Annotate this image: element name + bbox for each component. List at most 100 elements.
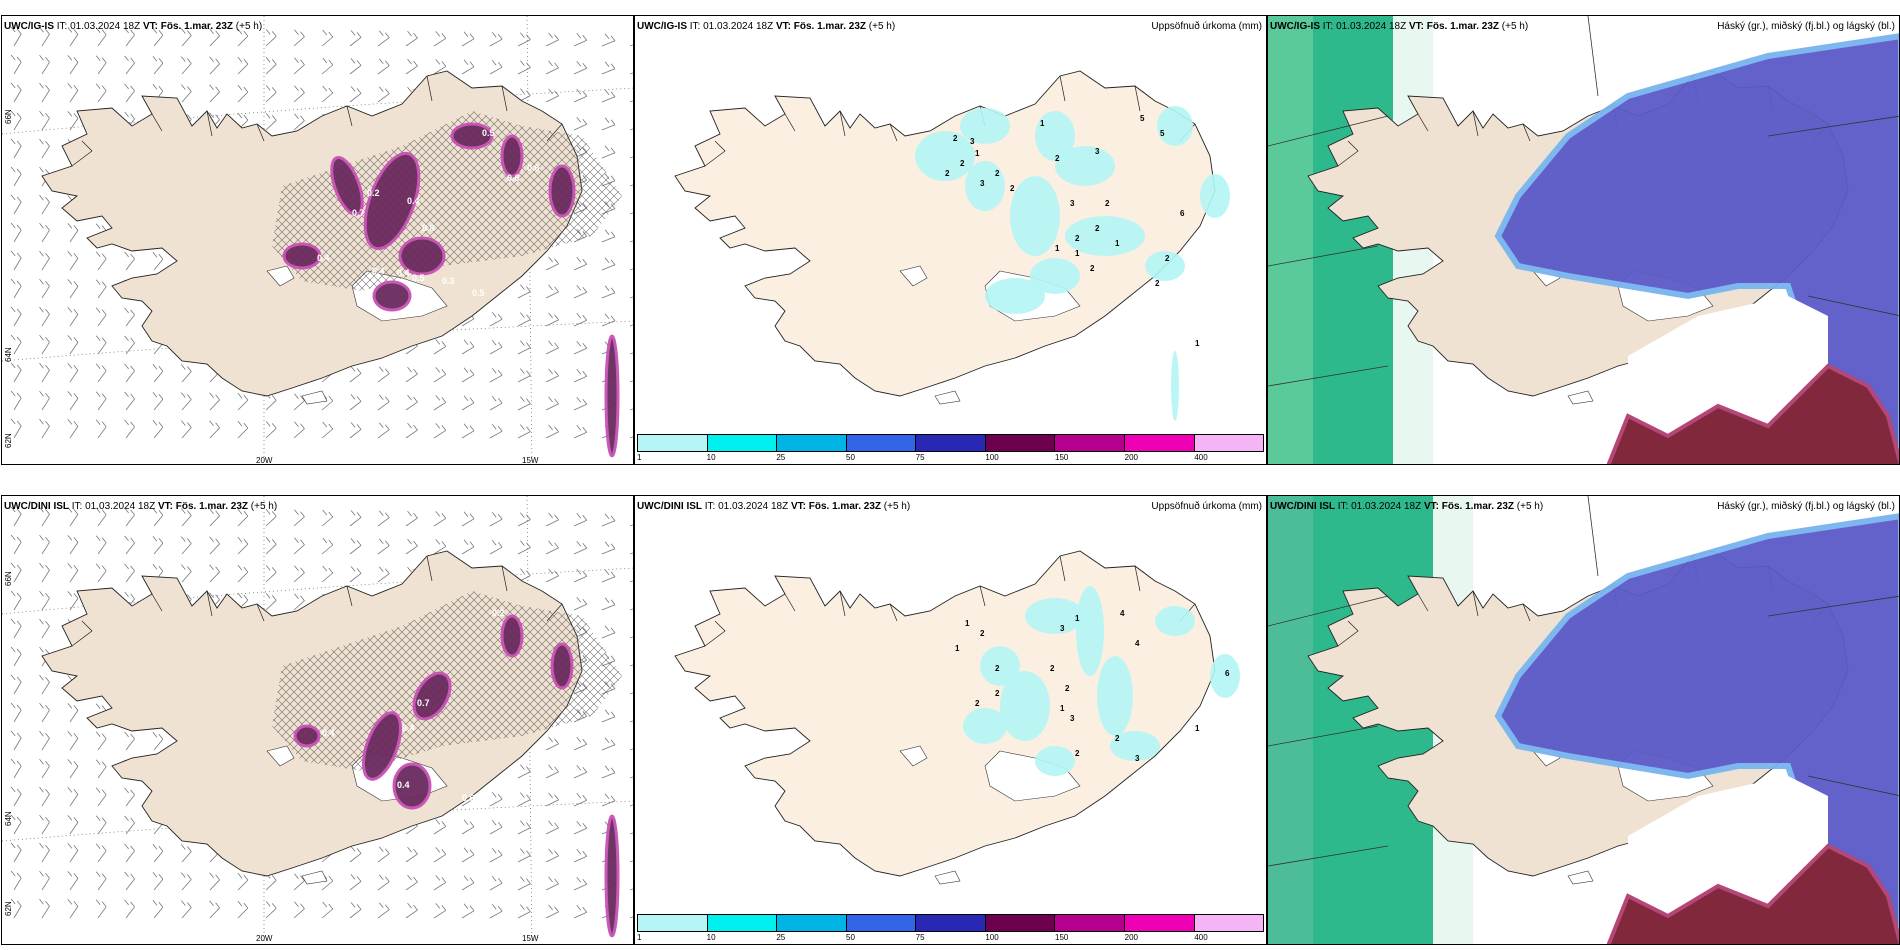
colorbar-tick-label: 50 [846, 933, 855, 942]
panel-subtitle: Háský (gr.), miðský (fj.bl.) og lágský (… [1717, 501, 1895, 512]
precip-area [1055, 146, 1115, 186]
colorbar-segment [777, 915, 847, 931]
lat-label-64: 64N [4, 811, 13, 826]
low-cloud-area [1606, 843, 1899, 944]
panel-precip-igis: UWC/IG-IS IT: 01.03.2024 18Z VT: Fös. 1.… [634, 15, 1267, 465]
lat-label-62: 62N [4, 901, 13, 916]
sleet-precip-blob [293, 724, 321, 748]
iceland-land [674, 550, 1216, 877]
precip-colorbar-labels: 1 10 25 50 75 100 150 200 400 [637, 933, 1264, 944]
precip-value-label: 1 [1195, 724, 1200, 733]
glacier [301, 390, 328, 405]
colorbar-segment [846, 435, 917, 451]
precip-value-label: 1 [1055, 244, 1060, 253]
precip-value-label: 6 [1180, 209, 1185, 218]
colorbar-segment [777, 435, 847, 451]
lat-label-66: 66N [4, 109, 13, 124]
colorbar-tick-label: 400 [1194, 453, 1208, 462]
glacier [266, 265, 295, 287]
wind-precip-map: 0.40.5 0.30.50.40.40.60.80.50.20.70.60.4 [2, 16, 633, 464]
precip-colorbar-labels: 1 10 25 50 75 100 150 200 400 [637, 453, 1264, 464]
panel-subtitle: Háský (gr.), miðský (fj.bl.) og lágský (… [1717, 21, 1895, 32]
colorbar-segment [1124, 915, 1195, 931]
hatched-precip-area [272, 111, 622, 291]
fjord-outline [71, 75, 563, 167]
precip-value-label: 3 [1070, 199, 1075, 208]
colorbar-segment [846, 915, 917, 931]
sleet-precip-blob [282, 242, 322, 270]
precip-area [1171, 351, 1179, 421]
fjord-outline [704, 555, 1196, 647]
precip-value-label: 2 [960, 159, 965, 168]
precip-area [963, 708, 1007, 744]
colorbar-segment [707, 435, 778, 451]
precip-value-label: 3 [980, 179, 985, 188]
precip-value-label: 2 [1155, 279, 1160, 288]
lon-label-20: 20W [256, 934, 273, 943]
precip-value-label: 0.4 [377, 778, 390, 788]
precip-area [1157, 106, 1193, 146]
colorbar-tick-label: 10 [706, 933, 716, 942]
clear-sky-area [1628, 776, 1828, 916]
sleet-precip-blob [500, 614, 524, 658]
panel-subtitle: Uppsöfnuð úrkoma (mm) [1151, 501, 1262, 512]
precip-value-label: 0.4 [372, 266, 385, 276]
colorbar-segment [985, 435, 1056, 451]
precip-value-label: 1 [955, 644, 960, 653]
precip-value-label: 0.6 [462, 793, 475, 803]
wind-precip-map: 0.4 0.4 0.4 0.6 0.7 0.4 0.2 [2, 496, 633, 944]
precip-value-label: 1 [1195, 339, 1200, 348]
precip-area [1035, 111, 1075, 161]
precip-area [1210, 654, 1240, 698]
precip-value-label: 0.7 [352, 208, 365, 218]
precip-value-label: 2 [1010, 184, 1015, 193]
precip-value-label: 0.6 [527, 163, 540, 173]
precip-value-label: 4 [1120, 609, 1125, 618]
precip-value-label: 2 [1055, 154, 1060, 163]
sleet-precip-blob [398, 236, 446, 276]
glacier [934, 390, 961, 405]
glacier [899, 745, 928, 767]
precip-value-label: 2 [995, 689, 1000, 698]
sleet-precip-blob [604, 334, 620, 458]
lat-label-66: 66N [4, 571, 13, 586]
precip-value-label: 0.3 [442, 276, 455, 286]
panel-wind-precip-dini: UWC/DINI ISL IT: 01.03.2024 18Z VT: Fös.… [1, 495, 634, 945]
colorbar-segment [1124, 435, 1195, 451]
colorbar-segment [916, 435, 986, 451]
precip-area [965, 161, 1005, 211]
colorbar-tick-label: 25 [776, 933, 786, 942]
precip-value-label: 1 [965, 619, 970, 628]
high-cloud-area-light [1268, 496, 1313, 944]
precip-area [915, 131, 975, 181]
precip-value-label: 0.4 [322, 728, 335, 738]
colorbar-segment [1055, 435, 1125, 451]
colorbar-segment [985, 915, 1056, 931]
panel-clouds-igis: UWC/IG-IS IT: 01.03.2024 18Z VT: Fös. 1.… [1267, 15, 1900, 465]
precip-value-label: 5 [1160, 129, 1165, 138]
colorbar-tick-label: 200 [1124, 453, 1139, 462]
precip-value-label: 2 [953, 134, 958, 143]
precip-area [1110, 731, 1160, 761]
panel-subtitle: Uppsöfnuð úrkoma (mm) [1151, 21, 1262, 32]
precip-value-label: 2 [1090, 264, 1095, 273]
high-cloud-area-light [1268, 16, 1313, 464]
panel-wind-precip-igis: UWC/IG-IS IT: 01.03.2024 18Z VT: Fös. 1.… [1, 15, 634, 465]
precip-value-label: 0.8 [422, 223, 435, 233]
precip-value-label: 3 [1135, 754, 1140, 763]
precip-value-label: 2 [1095, 224, 1100, 233]
colorbar-segment [916, 915, 986, 931]
colorbar-tick-label: 10 [706, 453, 716, 462]
colorbar-segment [1194, 915, 1264, 931]
precip-value-label: 2 [1075, 749, 1080, 758]
clear-sky-area [1628, 296, 1828, 436]
precip-value-label: 1 [975, 149, 980, 158]
colorbar-tick-label: 1 [637, 933, 642, 942]
colorbar-tick-label: 50 [846, 453, 855, 462]
glacier [1567, 390, 1594, 405]
colorbar-tick-label: 150 [1055, 933, 1069, 942]
precip-value-label: 0.5 [482, 128, 495, 138]
lon-label-15: 15W [522, 456, 539, 465]
lon-label-15: 15W [522, 934, 539, 943]
